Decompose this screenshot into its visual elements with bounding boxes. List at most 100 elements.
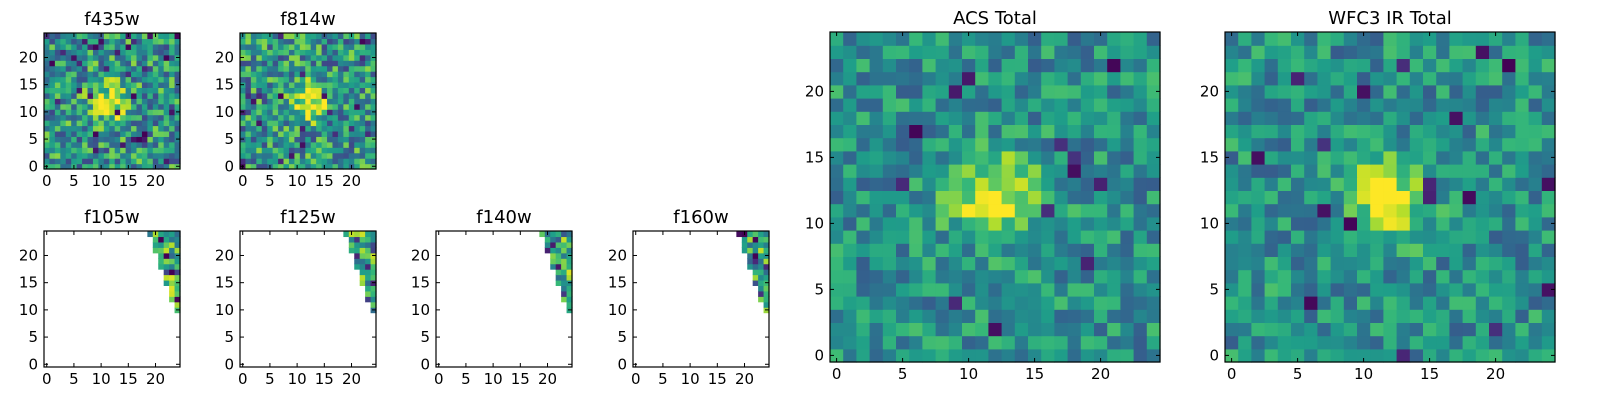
- heatmap-cell: [240, 125, 247, 132]
- heatmap-cell: [288, 109, 295, 116]
- heatmap-cell: [1541, 98, 1556, 112]
- heatmap-cell: [365, 158, 372, 165]
- heatmap-cell: [1396, 216, 1411, 231]
- heatmap-cell: [1238, 164, 1252, 178]
- heatmap-cell: [327, 147, 334, 154]
- heatmap-cell: [544, 236, 551, 243]
- heatmap-cell: [310, 136, 317, 143]
- heatmap-cell: [909, 84, 923, 99]
- heatmap-cell: [261, 81, 268, 88]
- heatmap-cell: [141, 136, 148, 143]
- heatmap-cell: [343, 103, 350, 110]
- heatmap-cell: [294, 43, 301, 50]
- heatmap-cell: [125, 103, 132, 110]
- heatmap-cell: [869, 71, 884, 86]
- heatmap-cell: [1028, 58, 1042, 73]
- heatmap-cell: [830, 190, 844, 205]
- heatmap-cell: [1436, 32, 1450, 46]
- heatmap-cell: [1343, 177, 1358, 191]
- heatmap-cell: [71, 103, 78, 110]
- heatmap-cell: [250, 76, 257, 83]
- heatmap-cell: [120, 120, 127, 127]
- heatmap-cell: [555, 231, 562, 238]
- heatmap-cell: [60, 130, 67, 137]
- x-tick-label: 10: [288, 370, 307, 388]
- heatmap-cell: [1489, 296, 1503, 310]
- heatmap-cell: [174, 247, 181, 254]
- heatmap-cell: [758, 274, 765, 281]
- heatmap-cell: [152, 76, 159, 83]
- heatmap-cell: [87, 130, 94, 137]
- heatmap-cell: [1133, 335, 1148, 350]
- heatmap-cell: [1330, 45, 1345, 59]
- heatmap-cell: [1383, 84, 1398, 99]
- heatmap-cell: [1343, 348, 1358, 363]
- heatmap-cell: [354, 65, 361, 72]
- heatmap-cell: [337, 130, 344, 137]
- heatmap-cell: [1225, 71, 1239, 86]
- heatmap-cell: [1014, 335, 1029, 350]
- heatmap-cell: [109, 125, 116, 132]
- heatmap-cell: [1277, 150, 1292, 165]
- heatmap-cell: [869, 269, 884, 284]
- heatmap-cell: [60, 114, 67, 121]
- heatmap-cell: [856, 230, 871, 244]
- heatmap-cell: [316, 65, 323, 72]
- heatmap-cell: [758, 231, 765, 238]
- heatmap-cell: [1515, 71, 1530, 86]
- heatmap-cell: [948, 348, 963, 363]
- heatmap-cell: [54, 76, 61, 83]
- heatmap-cell: [922, 124, 937, 139]
- heatmap-cell: [1277, 282, 1292, 297]
- heatmap-cell: [288, 54, 295, 61]
- heatmap-cell: [332, 147, 339, 154]
- heatmap-cell: [158, 136, 165, 143]
- heatmap-cell: [922, 71, 937, 86]
- heatmap-cell: [1370, 296, 1384, 310]
- heatmap-cell: [359, 141, 366, 148]
- heatmap-cell: [896, 296, 910, 310]
- heatmap-cell: [245, 163, 252, 170]
- heatmap-cell: [174, 43, 181, 50]
- heatmap-cell: [1462, 111, 1477, 125]
- heatmap-cell: [1343, 124, 1358, 139]
- heatmap-cell: [65, 109, 72, 116]
- heatmap-cell: [316, 49, 323, 56]
- heatmap-cell: [561, 269, 568, 276]
- heatmap-cell: [1436, 111, 1450, 125]
- heatmap-cell: [54, 163, 61, 170]
- heatmap-cell: [240, 60, 247, 67]
- heatmap-cell: [152, 247, 159, 254]
- heatmap-cell: [103, 136, 110, 143]
- heatmap-cell: [294, 98, 301, 105]
- heatmap-cell: [365, 241, 372, 248]
- heatmap-cell: [141, 60, 148, 67]
- heatmap-cell: [962, 243, 976, 257]
- heatmap-cell: [174, 231, 181, 238]
- heatmap-cell: [1528, 124, 1543, 139]
- heatmap-cell: [92, 71, 99, 78]
- heatmap-cell: [92, 54, 99, 61]
- heatmap-cell: [1475, 164, 1490, 178]
- heatmap-cell: [856, 84, 871, 99]
- heatmap-cell: [1343, 32, 1358, 46]
- heatmap-cell: [1515, 216, 1530, 231]
- heatmap-cell: [763, 241, 770, 248]
- heatmap-cell: [103, 120, 110, 127]
- heatmap-cell: [283, 43, 290, 50]
- heatmap-cell: [348, 130, 355, 137]
- heatmap-cell: [141, 87, 148, 94]
- heatmap-cell: [288, 49, 295, 56]
- heatmap-cell: [1014, 243, 1029, 257]
- heatmap-cell: [267, 103, 274, 110]
- heatmap-cell: [1436, 190, 1450, 205]
- heatmap-cell: [935, 296, 950, 310]
- heatmap-cell: [44, 43, 51, 50]
- heatmap-cell: [354, 263, 361, 270]
- heatmap-cell: [1238, 137, 1252, 152]
- heatmap-cell: [278, 76, 285, 83]
- heatmap-cell: [60, 136, 67, 143]
- heatmap-cell: [882, 230, 897, 244]
- heatmap-cell: [935, 335, 950, 350]
- heatmap-cell: [1304, 348, 1318, 363]
